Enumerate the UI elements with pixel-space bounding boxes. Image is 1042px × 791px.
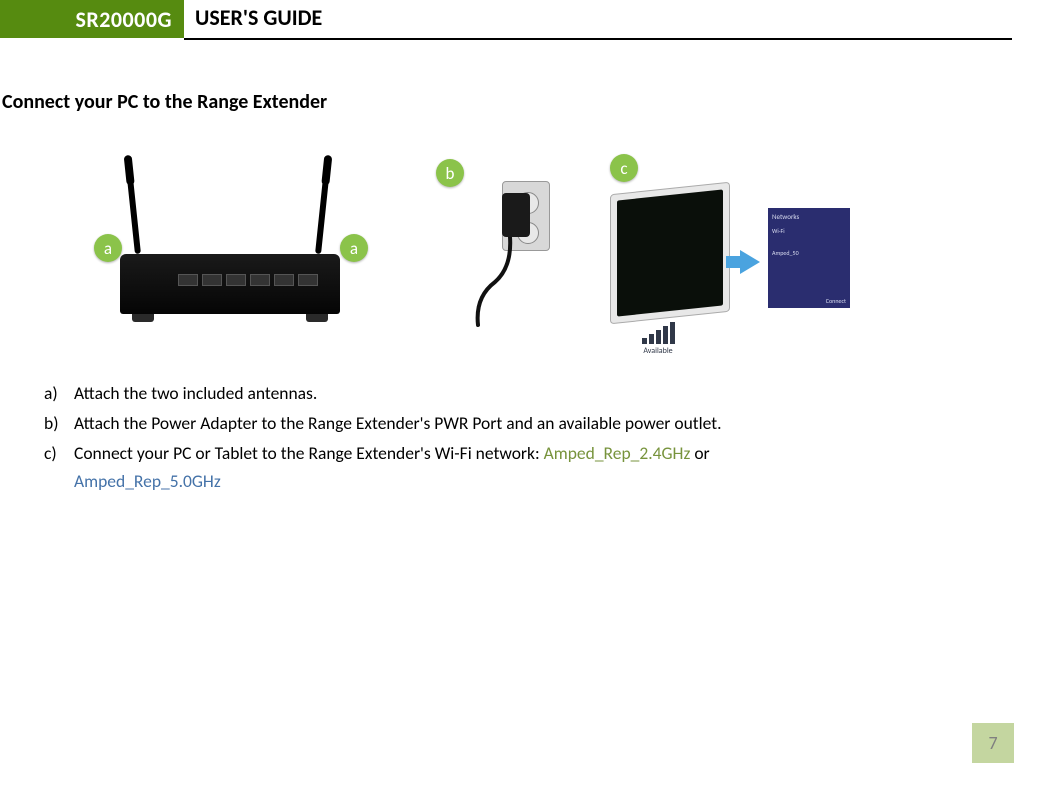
networks-panel: Networks Wi-Fi Amped_50 Connect bbox=[768, 208, 850, 308]
instruction-item: a) Attach the two included antennas. bbox=[44, 379, 1002, 407]
instruction-item: c) Connect your PC or Tablet to the Rang… bbox=[44, 439, 1002, 495]
antenna-icon bbox=[315, 159, 331, 254]
port-icon bbox=[178, 274, 198, 286]
instructions-list: a) Attach the two included antennas. b) … bbox=[44, 379, 1042, 495]
antenna-icon bbox=[125, 159, 141, 254]
networks-panel-title: Networks bbox=[772, 212, 846, 221]
instruction-marker: c) bbox=[44, 439, 74, 495]
port-icon bbox=[298, 274, 318, 286]
section-heading: Connect your PC to the Range Extender bbox=[0, 90, 1042, 114]
instruction-item: b) Attach the Power Adapter to the Range… bbox=[44, 409, 1002, 437]
instruction-marker: b) bbox=[44, 409, 74, 437]
tablet-screen-icon bbox=[617, 189, 723, 316]
wifi-bars-icon bbox=[642, 322, 674, 344]
page-number-value: 7 bbox=[988, 732, 997, 754]
port-icon bbox=[226, 274, 246, 286]
router-foot-icon bbox=[306, 314, 328, 322]
tablet-icon bbox=[610, 182, 730, 325]
instruction-connector: or bbox=[690, 442, 709, 464]
model-badge: SR20000G bbox=[0, 0, 184, 38]
router-foot-icon bbox=[132, 314, 154, 322]
power-cord-icon bbox=[470, 237, 520, 327]
instruction-text: Connect your PC or Tablet to the Range E… bbox=[74, 439, 1002, 495]
doc-title: USER'S GUIDE bbox=[195, 4, 322, 31]
step-marker-a: a bbox=[340, 234, 368, 262]
network-name-24ghz: Amped_Rep_2.4GHz bbox=[544, 442, 691, 464]
adapter-illustration: b bbox=[430, 159, 550, 329]
port-icon bbox=[274, 274, 294, 286]
illustration-row: a a b c Available Networks Wi-Fi Amped_5… bbox=[90, 154, 1042, 334]
plug-icon bbox=[502, 193, 530, 237]
networks-panel-status: Connect bbox=[772, 297, 846, 305]
step-marker-c: c bbox=[610, 154, 638, 182]
instruction-text-prefix: Connect your PC or Tablet to the Range E… bbox=[74, 442, 544, 464]
tablet-illustration: c Available Networks Wi-Fi Amped_50 Conn… bbox=[610, 154, 850, 334]
network-name-50ghz: Amped_Rep_5.0GHz bbox=[74, 470, 221, 492]
port-icon bbox=[202, 274, 222, 286]
step-marker-b: b bbox=[436, 159, 464, 187]
step-marker-a: a bbox=[94, 234, 122, 262]
model-badge-text: SR20000G bbox=[75, 6, 172, 33]
router-illustration: a a bbox=[90, 164, 370, 324]
wifi-caption: Available bbox=[638, 346, 678, 356]
instruction-text: Attach the two included antennas. bbox=[74, 379, 1002, 407]
port-icon bbox=[250, 274, 270, 286]
networks-panel-line: Amped_50 bbox=[772, 249, 846, 257]
header-divider bbox=[184, 38, 1012, 40]
networks-panel-line: Wi-Fi bbox=[772, 227, 846, 235]
router-body-icon bbox=[120, 254, 340, 314]
arrow-right-icon bbox=[740, 250, 760, 274]
instruction-marker: a) bbox=[44, 379, 74, 407]
page-number: 7 bbox=[972, 723, 1014, 763]
page-header: SR20000G USER'S GUIDE bbox=[0, 0, 1042, 48]
instruction-text: Attach the Power Adapter to the Range Ex… bbox=[74, 409, 1002, 437]
wifi-available-icon: Available bbox=[638, 322, 678, 356]
